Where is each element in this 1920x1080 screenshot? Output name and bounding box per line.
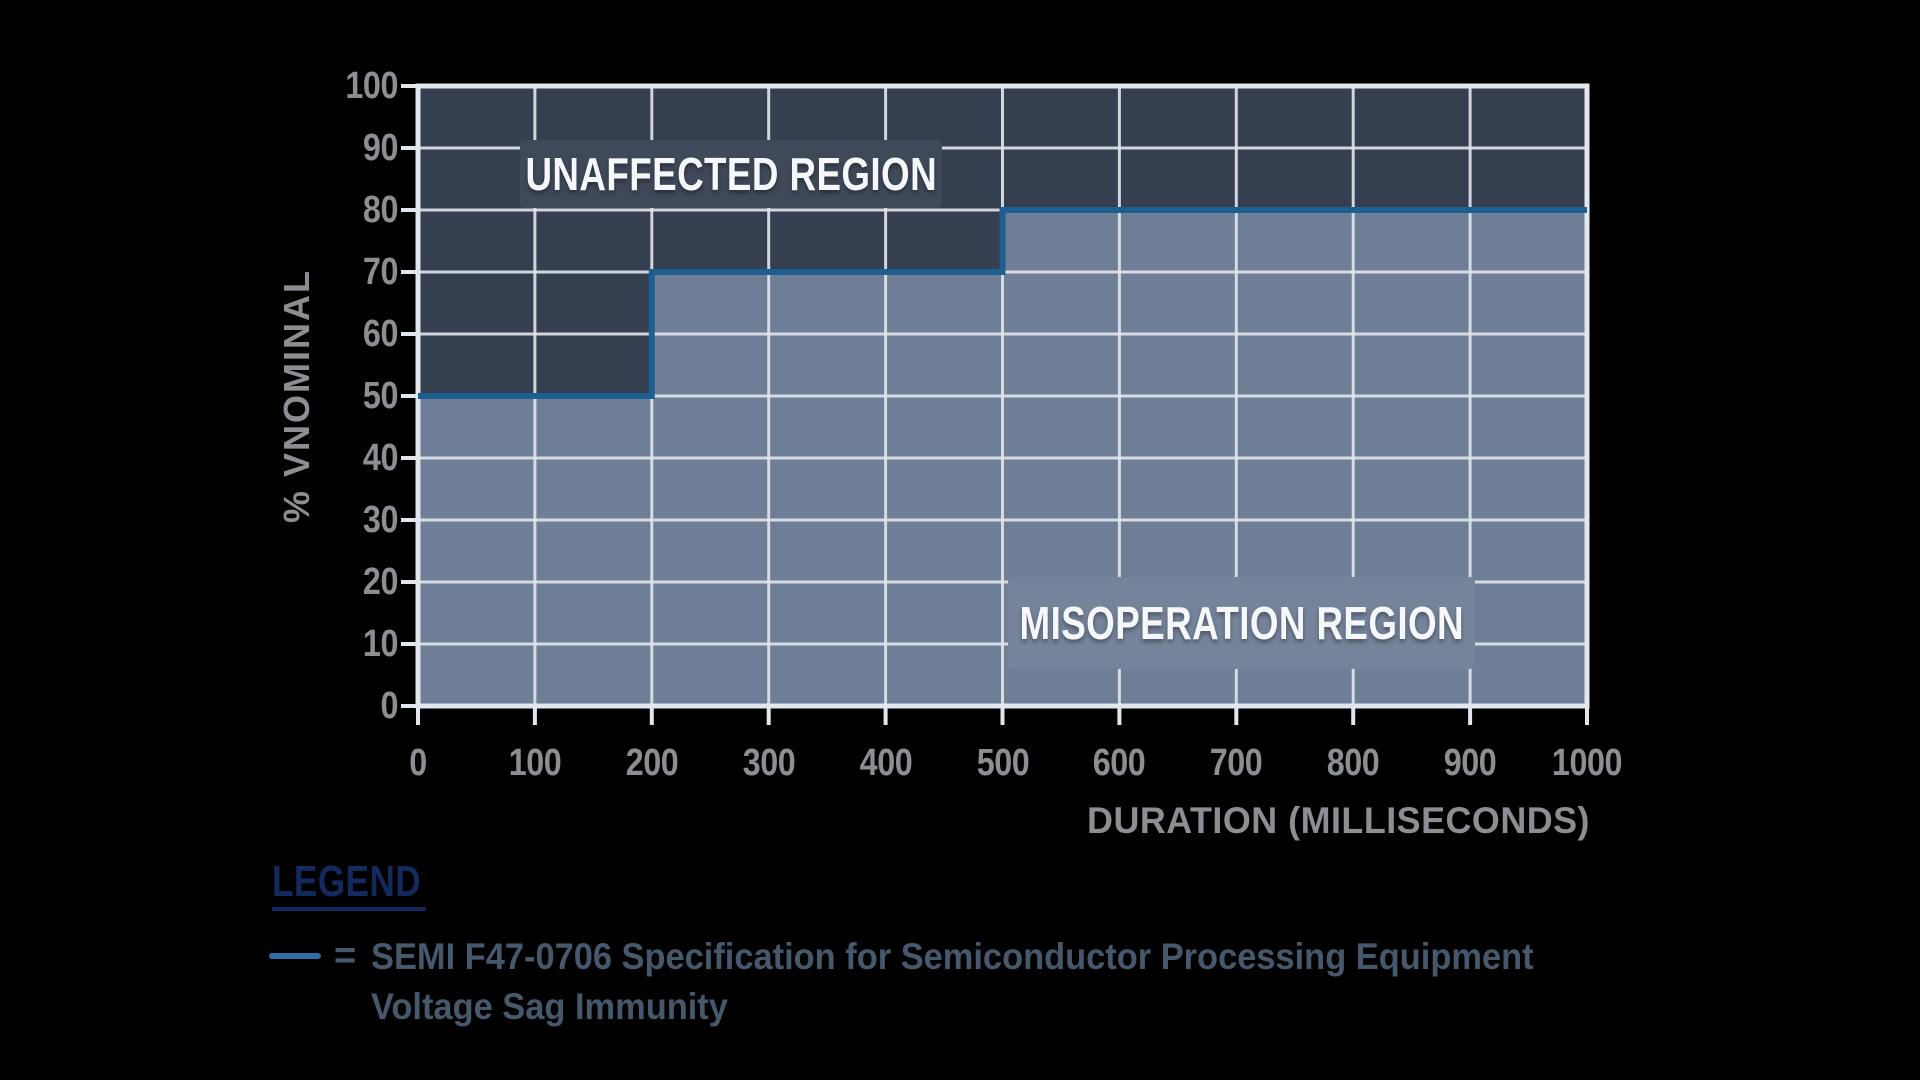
y-tick-label: 60: [362, 313, 399, 355]
y-tick-label: 100: [345, 65, 398, 107]
curve-line-swatch: [269, 953, 321, 959]
x-tick-label: 300: [742, 742, 795, 784]
y-tick-label: 50: [362, 375, 399, 417]
unaffected-region-label-text: UNAFFECTED REGION: [525, 148, 937, 200]
y-tick-label: 90: [362, 127, 399, 169]
x-tick-label: 700: [1209, 742, 1263, 784]
x-tick-label: 600: [1093, 742, 1146, 784]
y-tick-label: 40: [362, 437, 399, 479]
x-tick-label: 900: [1443, 742, 1497, 784]
y-tick-label: 70: [362, 251, 399, 293]
y-tick-label: 20: [362, 561, 399, 603]
x-tick-label: 400: [859, 742, 912, 784]
legend-item: = SEMI F47-0706 Specification for Semico…: [269, 932, 1621, 1032]
x-tick-label: 0: [409, 742, 427, 784]
x-tick-label: 200: [625, 742, 679, 784]
y-tick-label: 0: [380, 685, 398, 727]
x-tick-label: 800: [1326, 742, 1380, 784]
x-tick-label: 1000: [1551, 742, 1623, 784]
y-tick-label: 10: [362, 623, 399, 665]
misoperation-region-label-text: MISOPERATION REGION: [1019, 597, 1464, 649]
legend-title: LEGEND: [272, 860, 426, 911]
legend-equals-sign: =: [334, 935, 357, 977]
y-axis-title: % VNOMINAL: [276, 269, 317, 523]
x-tick-label: 500: [976, 742, 1029, 784]
x-axis-title: DURATION (MILLISECONDS): [1087, 800, 1590, 841]
legend-item-label-line1: SEMI F47-0706 Specification for Semicond…: [371, 936, 1534, 977]
x-tick-label: 100: [508, 742, 562, 784]
semi-f47-curve: [418, 207, 1587, 399]
y-tick-label: 30: [362, 499, 399, 541]
misoperation-region-label: MISOPERATION REGION: [1008, 577, 1475, 669]
unaffected-region-label: UNAFFECTED REGION: [520, 140, 942, 208]
legend-item-label: SEMI F47-0706 Specification for Semicond…: [371, 932, 1534, 1032]
legend-item-label-line2: Voltage Sag Immunity: [371, 986, 729, 1027]
y-tick-label: 80: [362, 189, 399, 231]
legend: LEGEND = SEMI F47-0706 Specification for…: [269, 860, 1621, 1032]
